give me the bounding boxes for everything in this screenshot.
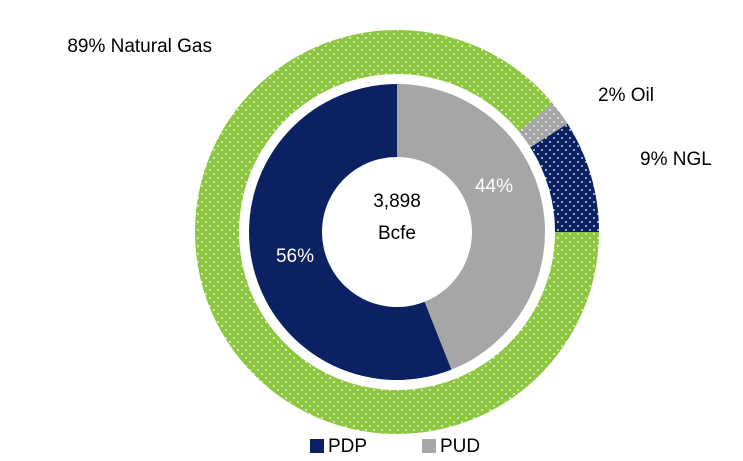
data-label: 44%: [475, 176, 513, 197]
data-label: 9% NGL: [640, 149, 712, 170]
donut-segment: [397, 84, 545, 370]
data-label: 89% Natural Gas: [67, 36, 212, 57]
segment-pattern: [530, 123, 599, 232]
data-label: 56%: [276, 246, 314, 267]
donut-segment: [249, 84, 452, 380]
center-label: 3,898: [373, 191, 421, 212]
center-label: Bcfe: [378, 223, 416, 244]
data-label: 2% Oil: [598, 85, 654, 106]
legend-label: PDP: [328, 436, 367, 457]
legend-swatch: [310, 439, 324, 453]
segment-pattern: [518, 103, 568, 148]
legend-label: PUD: [440, 436, 480, 457]
legend-swatch: [422, 439, 436, 453]
